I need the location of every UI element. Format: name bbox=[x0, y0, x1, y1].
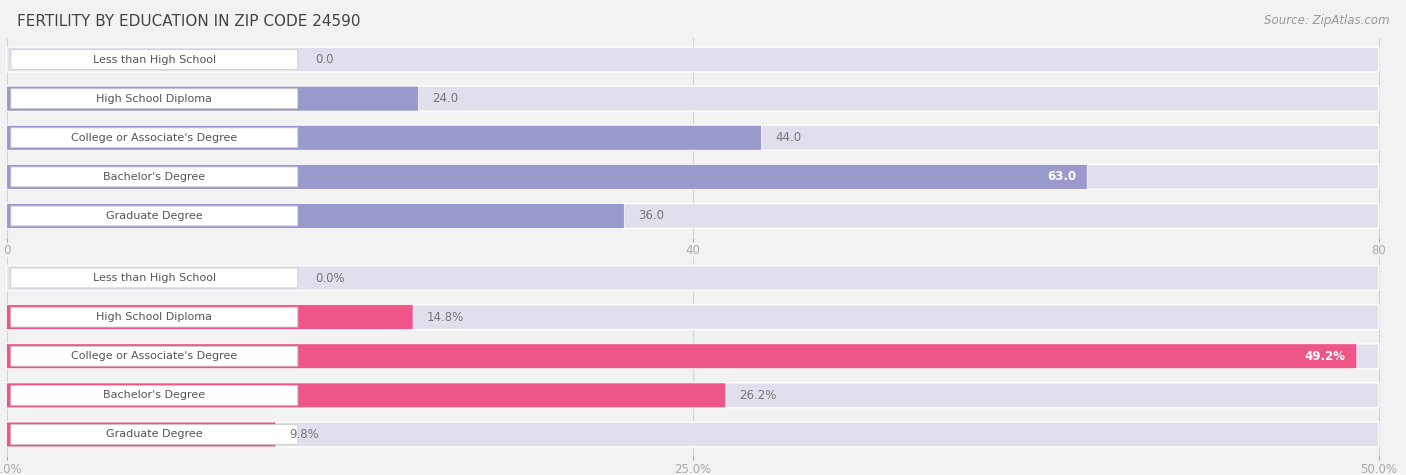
FancyBboxPatch shape bbox=[11, 346, 298, 366]
FancyBboxPatch shape bbox=[7, 204, 1379, 228]
Text: 14.8%: 14.8% bbox=[426, 311, 464, 323]
Text: Graduate Degree: Graduate Degree bbox=[105, 429, 202, 439]
Text: Bachelor's Degree: Bachelor's Degree bbox=[103, 390, 205, 400]
FancyBboxPatch shape bbox=[11, 167, 298, 187]
Text: College or Associate's Degree: College or Associate's Degree bbox=[72, 133, 238, 143]
FancyBboxPatch shape bbox=[11, 89, 298, 108]
Text: 0.0: 0.0 bbox=[315, 53, 335, 66]
Text: Bachelor's Degree: Bachelor's Degree bbox=[103, 172, 205, 182]
FancyBboxPatch shape bbox=[11, 425, 298, 445]
FancyBboxPatch shape bbox=[7, 344, 1379, 369]
Text: High School Diploma: High School Diploma bbox=[97, 94, 212, 104]
FancyBboxPatch shape bbox=[7, 125, 762, 150]
FancyBboxPatch shape bbox=[7, 422, 276, 447]
FancyBboxPatch shape bbox=[7, 383, 1379, 408]
FancyBboxPatch shape bbox=[7, 86, 1379, 111]
Text: 36.0: 36.0 bbox=[638, 209, 664, 222]
Text: 24.0: 24.0 bbox=[432, 92, 458, 105]
Text: High School Diploma: High School Diploma bbox=[97, 312, 212, 322]
Text: 0.0%: 0.0% bbox=[315, 272, 344, 285]
Text: Source: ZipAtlas.com: Source: ZipAtlas.com bbox=[1264, 14, 1389, 27]
FancyBboxPatch shape bbox=[11, 386, 298, 405]
FancyBboxPatch shape bbox=[7, 266, 1379, 290]
FancyBboxPatch shape bbox=[11, 206, 298, 226]
FancyBboxPatch shape bbox=[11, 128, 298, 148]
Text: Graduate Degree: Graduate Degree bbox=[105, 211, 202, 221]
FancyBboxPatch shape bbox=[7, 304, 413, 330]
Text: 49.2%: 49.2% bbox=[1305, 350, 1346, 363]
FancyBboxPatch shape bbox=[7, 164, 1379, 190]
Text: 44.0: 44.0 bbox=[775, 131, 801, 144]
Text: FERTILITY BY EDUCATION IN ZIP CODE 24590: FERTILITY BY EDUCATION IN ZIP CODE 24590 bbox=[17, 14, 360, 29]
FancyBboxPatch shape bbox=[11, 49, 298, 69]
FancyBboxPatch shape bbox=[7, 47, 1379, 72]
Text: Less than High School: Less than High School bbox=[93, 55, 217, 65]
FancyBboxPatch shape bbox=[11, 307, 298, 327]
FancyBboxPatch shape bbox=[7, 164, 1087, 190]
FancyBboxPatch shape bbox=[7, 383, 725, 408]
FancyBboxPatch shape bbox=[7, 304, 1379, 330]
FancyBboxPatch shape bbox=[7, 344, 1357, 369]
FancyBboxPatch shape bbox=[7, 86, 419, 111]
Text: 63.0: 63.0 bbox=[1047, 171, 1076, 183]
Text: 9.8%: 9.8% bbox=[290, 428, 319, 441]
Text: Less than High School: Less than High School bbox=[93, 273, 217, 283]
FancyBboxPatch shape bbox=[7, 204, 624, 228]
Text: College or Associate's Degree: College or Associate's Degree bbox=[72, 351, 238, 361]
FancyBboxPatch shape bbox=[7, 422, 1379, 447]
Text: 26.2%: 26.2% bbox=[740, 389, 776, 402]
FancyBboxPatch shape bbox=[11, 268, 298, 288]
FancyBboxPatch shape bbox=[7, 125, 1379, 150]
